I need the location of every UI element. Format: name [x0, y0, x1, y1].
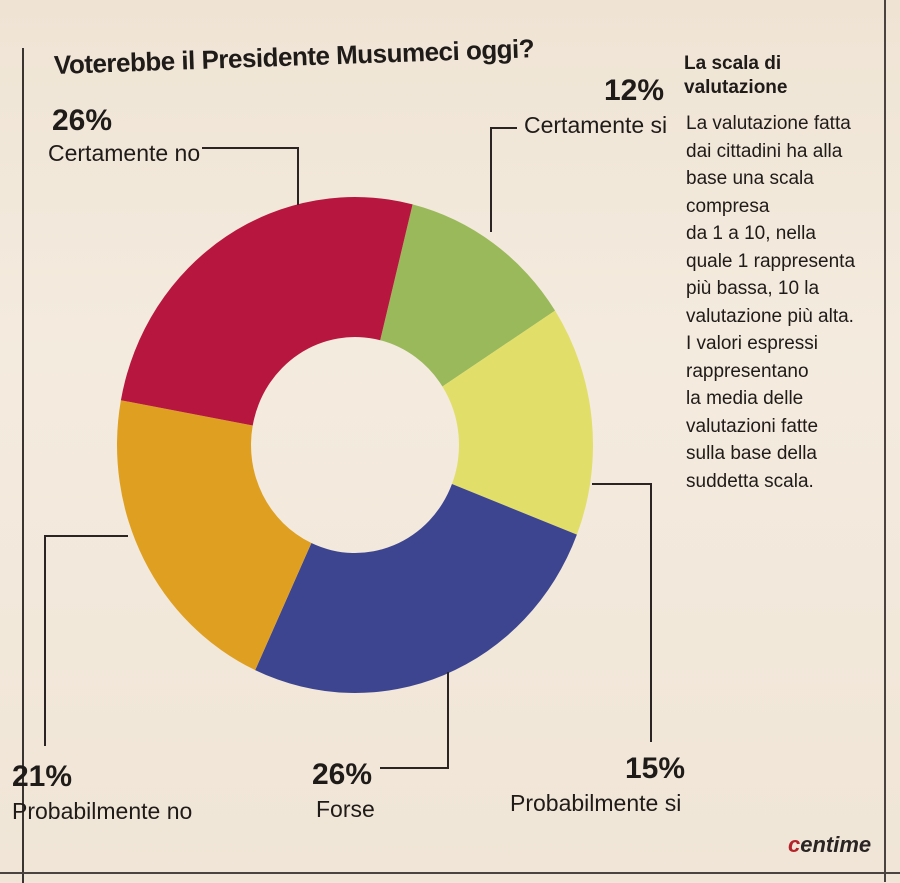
brand-logo: centime: [788, 832, 872, 857]
leader-probabilmente-no: [44, 535, 128, 746]
pct-certamente-si: 12%: [604, 74, 665, 107]
label-forse: Forse: [316, 796, 375, 822]
slice-certamente-si: [380, 204, 556, 387]
pct-probabilmente-no: 21%: [12, 760, 73, 793]
label-probabilmente-si: Probabilmente si: [510, 790, 682, 816]
slice-probabilmente-si: [442, 310, 593, 535]
donut-slices: [116, 196, 593, 693]
leader-lines: [44, 127, 652, 769]
scale-heading: La scala di valutazione: [684, 53, 788, 98]
frame-right-rule: [884, 0, 886, 882]
leader-certamente-no: [202, 147, 299, 205]
label-probabilmente-no: Probabilmente no: [12, 798, 193, 824]
pct-certamente-no: 26%: [52, 104, 113, 137]
slice-probabilmente-no: [116, 400, 312, 671]
frame-bottom-rule: [0, 872, 900, 874]
slice-certamente-no: [120, 196, 413, 426]
leader-certamente-si: [490, 127, 517, 232]
label-certamente-si: Certamente si: [524, 112, 668, 138]
pct-probabilmente-si: 15%: [625, 752, 686, 785]
scale-description: La valutazione fatta dai cittadini ha al…: [686, 113, 856, 492]
slice-forse: [255, 484, 577, 693]
leader-forse: [380, 672, 449, 769]
pct-forse: 26%: [312, 758, 373, 791]
label-certamente-no: Certamente no: [48, 140, 201, 166]
leader-probabilmente-si: [592, 483, 652, 742]
frame-left-rule: [22, 48, 24, 883]
